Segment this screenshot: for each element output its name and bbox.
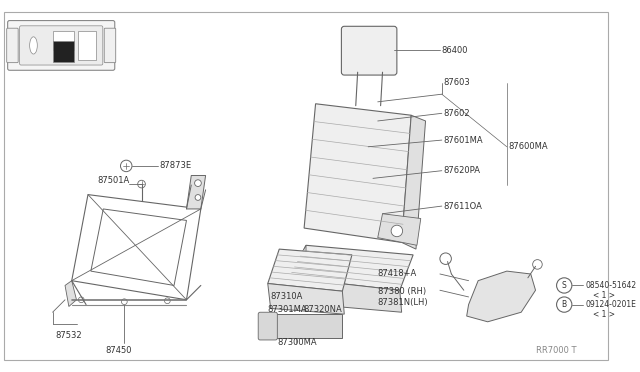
Circle shape bbox=[440, 253, 451, 264]
Text: 87300MA: 87300MA bbox=[277, 338, 317, 347]
Text: 86400: 86400 bbox=[442, 46, 468, 55]
FancyBboxPatch shape bbox=[20, 26, 103, 65]
Polygon shape bbox=[402, 115, 426, 249]
Bar bbox=[52, 31, 74, 50]
Circle shape bbox=[391, 225, 403, 237]
Circle shape bbox=[195, 180, 202, 186]
Circle shape bbox=[79, 297, 84, 303]
Text: 87603: 87603 bbox=[444, 78, 470, 87]
Text: S: S bbox=[562, 281, 566, 290]
Polygon shape bbox=[378, 214, 420, 245]
Text: 87380 (RH): 87380 (RH) bbox=[378, 287, 426, 296]
Text: 87620PA: 87620PA bbox=[444, 166, 481, 175]
FancyBboxPatch shape bbox=[258, 312, 277, 340]
Circle shape bbox=[164, 298, 170, 304]
Text: 87301MA: 87301MA bbox=[268, 305, 307, 314]
Polygon shape bbox=[268, 249, 352, 291]
Text: B: B bbox=[562, 300, 567, 309]
Text: RR7000 T: RR7000 T bbox=[536, 346, 576, 355]
FancyBboxPatch shape bbox=[8, 20, 115, 70]
Text: 87602: 87602 bbox=[444, 109, 470, 118]
Polygon shape bbox=[65, 281, 77, 307]
Polygon shape bbox=[467, 271, 536, 322]
Circle shape bbox=[138, 180, 145, 188]
Text: 08540-51642: 08540-51642 bbox=[585, 281, 636, 290]
Polygon shape bbox=[268, 314, 342, 338]
Text: 87611OA: 87611OA bbox=[444, 202, 483, 211]
Ellipse shape bbox=[29, 37, 37, 54]
Polygon shape bbox=[268, 283, 344, 314]
Text: 87450: 87450 bbox=[105, 346, 132, 355]
Bar bbox=[79, 31, 95, 60]
Text: 87873E: 87873E bbox=[160, 161, 192, 170]
Text: 87601MA: 87601MA bbox=[444, 136, 483, 145]
Text: 87418+A: 87418+A bbox=[378, 269, 417, 279]
Text: < 1 >: < 1 > bbox=[593, 310, 615, 319]
Text: 87501A: 87501A bbox=[97, 176, 130, 185]
Polygon shape bbox=[186, 176, 205, 209]
Circle shape bbox=[532, 260, 542, 269]
Text: 87310A: 87310A bbox=[271, 292, 303, 301]
FancyBboxPatch shape bbox=[341, 26, 397, 75]
Text: < 1 >: < 1 > bbox=[593, 291, 615, 299]
Circle shape bbox=[120, 160, 132, 171]
Text: 87532: 87532 bbox=[56, 331, 82, 340]
Circle shape bbox=[122, 299, 127, 305]
Text: 87600MA: 87600MA bbox=[509, 142, 548, 151]
Polygon shape bbox=[304, 104, 412, 243]
FancyBboxPatch shape bbox=[6, 28, 18, 62]
Circle shape bbox=[557, 297, 572, 312]
Text: 87320NA: 87320NA bbox=[303, 305, 342, 314]
Circle shape bbox=[195, 195, 201, 201]
Polygon shape bbox=[289, 245, 306, 303]
Bar bbox=[52, 41, 74, 62]
Text: 87381N(LH): 87381N(LH) bbox=[378, 298, 428, 307]
FancyBboxPatch shape bbox=[104, 28, 116, 62]
Polygon shape bbox=[289, 278, 402, 312]
Circle shape bbox=[557, 278, 572, 293]
Polygon shape bbox=[289, 245, 413, 290]
Text: 09124-0201E: 09124-0201E bbox=[585, 300, 636, 309]
